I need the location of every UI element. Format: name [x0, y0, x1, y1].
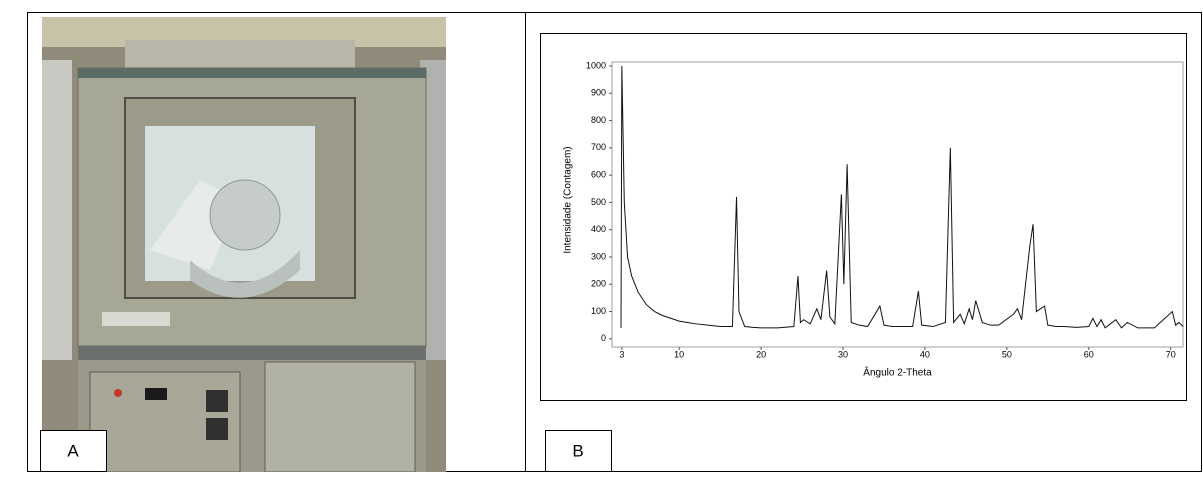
y-tick-label: 500	[591, 197, 606, 207]
data-line	[620, 65, 1184, 329]
x-tick-label: 30	[838, 349, 848, 359]
x-tick-label: 10	[674, 349, 684, 359]
x-tick-label: 40	[920, 349, 930, 359]
y-tick-label: 700	[591, 142, 606, 152]
y-tick-label: 100	[591, 306, 606, 316]
plot-area	[611, 61, 1184, 348]
y-tick-label: 800	[591, 115, 606, 125]
panel-label: A	[67, 441, 79, 460]
panel-label: B	[572, 441, 583, 460]
x-tick-label: 3	[619, 349, 624, 359]
photo	[42, 17, 446, 473]
y-tick-label: 600	[591, 170, 606, 180]
x-axis-label: Ângulo 2-Theta	[863, 366, 932, 379]
y-tick-label: 900	[591, 88, 606, 98]
y-tick-label: 300	[591, 251, 606, 261]
plot: 0 100 200 300 400 500 600 700 800 900 1000 3 10 20 30 4…	[563, 60, 1184, 379]
x-tick-label: 20	[756, 349, 766, 359]
y-axis-label: Intensidade (Contagem)	[563, 146, 574, 253]
panel-label-box	[40, 430, 107, 472]
x-tick-label: 50	[1002, 349, 1012, 359]
chart-frame	[540, 33, 1187, 401]
y-tick-label: 200	[591, 279, 606, 289]
y-tick-label: 0	[601, 333, 606, 343]
x-tick-label: 70	[1166, 349, 1176, 359]
x-tick-label: 60	[1084, 349, 1094, 359]
y-tick-label: 1000	[586, 60, 606, 70]
y-tick-label: 400	[591, 224, 606, 234]
